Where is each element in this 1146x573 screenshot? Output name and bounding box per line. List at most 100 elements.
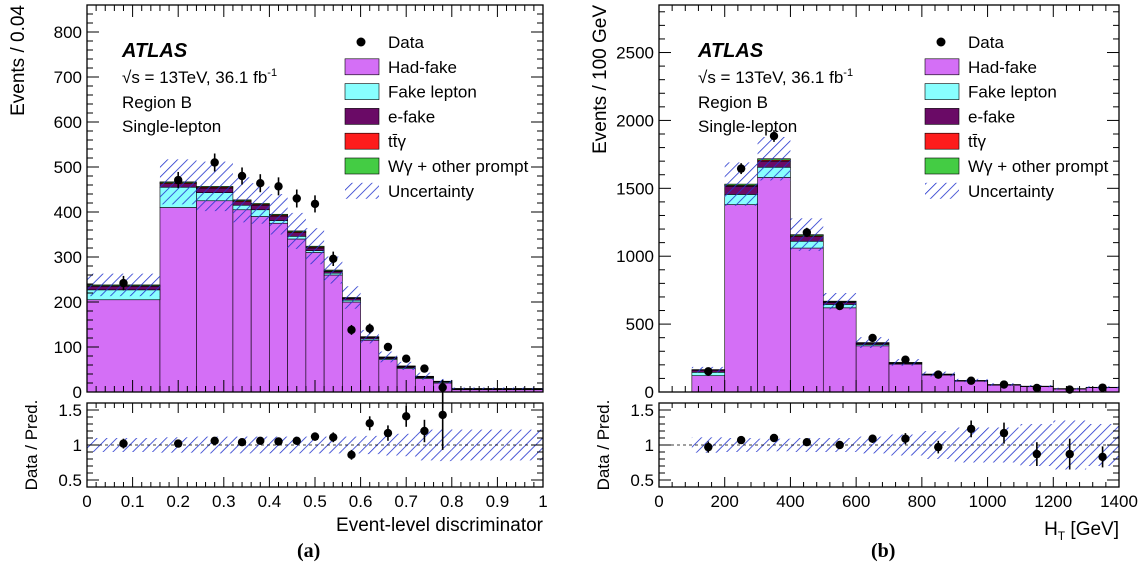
chart-a-ratio-point [383,428,393,438]
chart-a-bar-had-fake [287,238,307,392]
chart-a-ratio-y-ticks: 0.5 1 1.5 [58,401,543,490]
chart-a-ratio-uncertainty-band [251,436,270,454]
chart-a-data-point [274,182,283,191]
chart-b-ratio-point [835,440,844,450]
chart-b-y-tick-label: 0 [645,383,654,402]
chart-b-ratio-point [1032,449,1042,459]
chart-a-data-point [119,278,128,288]
chart-b-legend-swatch-wgamma [924,157,960,175]
chart-a-bar-had-fake [360,339,380,392]
chart-a-uncertainty-band [251,183,270,224]
chart-a-xlabel: Event-level discriminator [336,515,544,536]
chart-a-legend-swatch-ttgamma [344,132,380,150]
chart-a-x-tick-label: 0.6 [349,492,373,511]
chart-b-stacked-bars [691,158,1119,392]
chart-a-ratio-point [420,426,429,436]
chart-b-bar-had-fake [757,177,791,392]
chart-a-data-point [237,171,247,181]
chart-b-ratio-uncertainty-band [856,436,889,454]
chart-a-ratio-point [329,433,338,442]
chart-a-data-point [420,364,429,373]
chart-b-legend-marker-data [936,37,946,47]
chart-a-ratio-point [347,450,356,459]
chart-a-ratio-points [119,379,447,460]
chart-a-y-tick-label: 0 [73,383,82,402]
chart-a-bar-had-fake [269,222,288,392]
chart-b-main-frame [658,4,1120,393]
chart-a-ratio-point [237,438,247,447]
chart-a-bar-had-fake [87,299,161,392]
panel-a-label: (a) [297,540,321,562]
chart-b-legend-label: Uncertainty [968,182,1054,201]
chart-b-data-point [802,228,812,237]
chart-a-legend-label: Data [388,33,424,52]
chart-a-y-tick-label: 300 [54,248,82,267]
chart-b-y-tick-label: 1500 [616,179,654,198]
chart-a-x-tick-label: 0.7 [394,492,418,511]
chart-a-x-tick-label: 1 [538,492,547,511]
chart-b-bar-had-fake [724,204,758,392]
chart-a-uncertainty-band [287,212,306,249]
chart-a-legend-label: Fake lepton [388,83,477,102]
chart-b-ratio-point [999,428,1009,438]
chart-a-legend-label: Had-fake [388,58,457,77]
chart-a-ylabel: Events / 0.04 [8,5,29,116]
chart-a-y-tick-label: 400 [54,203,82,222]
chart-a-uncertainty-band [342,286,361,309]
chart-a-ratio-point [174,439,183,448]
chart-b-legend-swatch-e-fake [924,108,960,125]
chart-a-atlas-label: ATLAS [121,40,188,62]
chart-b-ratio-ylabel: Data / Pred. [594,400,613,491]
chart-b-legend-label: Data [968,33,1004,52]
chart-b-ratio-point [1065,449,1074,459]
chart-a-y-tick-label: 800 [54,23,82,42]
chart-a-data-point [365,324,374,333]
chart-a-legend-swatch-uncertainty [345,182,379,199]
chart-b-legend-swatch-had-fake [924,58,960,76]
chart-a-uncertainty-band [232,177,252,223]
chart-b-ratio-y-tick-label: 1.5 [630,401,654,420]
chart-b-data-point [1098,383,1107,392]
chart-a-ratio-y-tick-label: 0.5 [58,471,82,490]
chart-a-energy-label: √s = 13TeV, 36.1 fb-1 [122,67,277,87]
chart-b-ratio-y-ticks: 0.5 1 1.5 [630,401,1119,490]
chart-b-bar-had-fake [691,375,726,392]
chart-a-legend-label: Uncertainty [388,182,474,201]
chart-b-data-point [835,301,844,311]
chart-b-bar-had-fake [855,345,890,392]
chart-b-data-point [1032,383,1042,393]
chart-b-data-point [736,164,746,173]
chart-a-bar-had-fake [250,216,270,392]
chart-a-legend-swatch-fake-lepton [344,83,380,100]
chart-a-uncertainty-band [415,372,434,380]
chart-b-ratio-point [966,424,976,434]
chart-a-data-point [256,179,265,188]
chart-a-ratio-y-tick-label: 1.5 [58,401,82,420]
chart-a-x-tick-label: 0.5 [303,492,327,511]
chart-a-bar-had-fake [305,252,325,392]
chart-b-legend-swatch-ttgamma [924,132,960,150]
chart-b-x-tick-label: 1400 [1100,492,1138,511]
chart-a-ratio-point [310,432,320,441]
chart-b-legend-swatch-fake-lepton [924,83,960,100]
chart-b-x-tick-label: 800 [908,492,936,511]
chart-a-legend-label: Wγ + other prompt [388,157,529,176]
chart-b-legend-label: tt̄γ [968,132,986,151]
chart-b-x-tick-label: 1200 [1034,492,1072,511]
chart-b-y-tick-label: 2500 [616,44,654,63]
panel-b-label: (b) [871,540,896,562]
chart-b-xlabel: HT [GeV] [1044,519,1119,543]
chart-a-legend-label: e-fake [388,107,435,126]
chart-a-uncertainty-band [397,361,416,370]
chart-b-atlas-label: ATLAS [697,40,764,62]
chart-a-ratio-point [210,436,219,445]
chart-a-data-point [347,325,356,335]
chart-a-ratio-point [256,436,265,445]
chart-b-ratio-point [901,434,910,443]
chart-b-data-point [868,333,877,343]
chart-a-bar-had-fake [323,274,343,392]
chart-b-ratio-y-tick-label: 1 [645,436,654,455]
chart-a-data-point [292,194,301,203]
